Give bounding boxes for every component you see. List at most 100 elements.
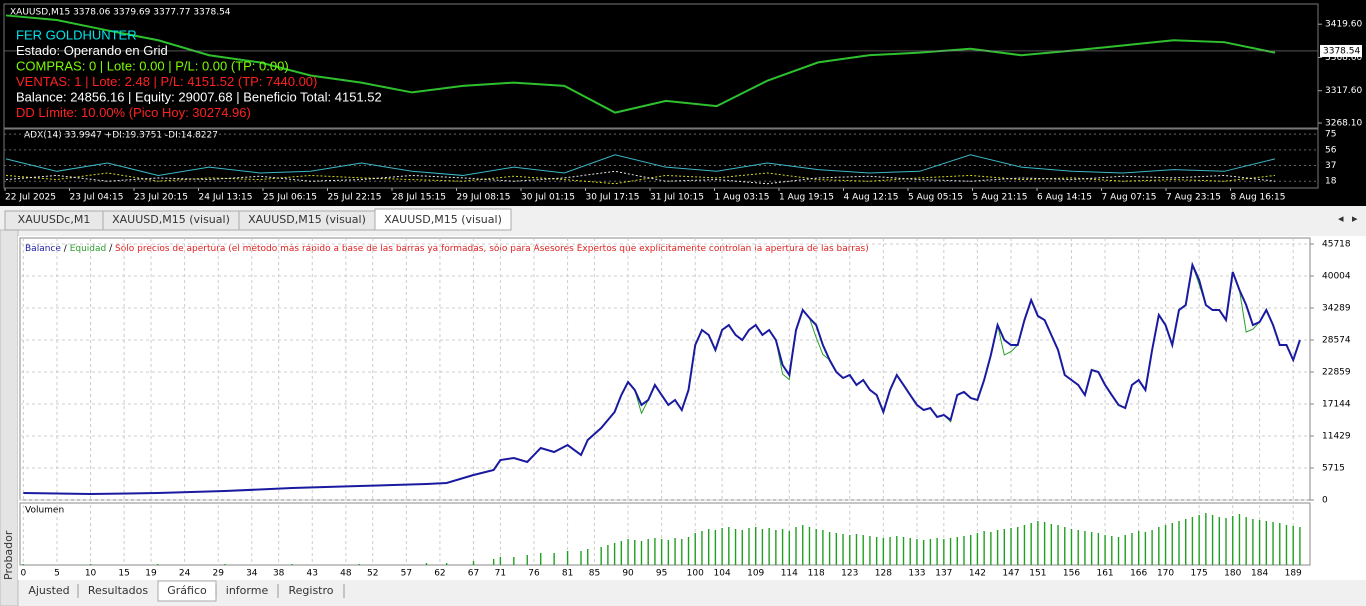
y-tick-label: 11429 [1322,432,1351,442]
y-tick-label: 34289 [1322,303,1351,313]
balance-line [23,261,1301,496]
volume-bar [640,541,643,565]
legend-separator: / [109,244,113,254]
x-tick-label: 5 [54,569,60,579]
adx-line [5,172,1276,185]
tab-scroll-left[interactable]: ◂ [1338,212,1344,225]
volume-bar [741,530,743,565]
price-tick-label: 3419.60 [1325,20,1362,30]
y-tick-label: 17144 [1322,400,1351,410]
chart-tab[interactable] [374,208,512,231]
volume-bar [89,564,92,565]
legend-balance: Balance [25,244,61,254]
x-tick-label: 52 [367,569,378,579]
volume-bar [768,528,770,565]
volume-bar [694,533,696,565]
volume-bar [869,536,871,565]
volume-bar [1117,537,1120,565]
price-tick-label: 3368.60 [1325,53,1362,63]
volume-bar [1232,516,1234,565]
volume-bar [1037,521,1039,565]
volume-bar [902,537,905,565]
tester-chart-background [18,236,1366,580]
y-tick-label: 0 [1322,496,1328,506]
volume-bar [775,530,777,565]
volume-bar [1211,515,1214,565]
y-tick-label: 28574 [1322,336,1351,346]
volume-bar [1191,517,1194,565]
volume-bar [1299,527,1301,565]
volume-bar [849,535,851,565]
x-tick-label: 71 [495,569,506,579]
x-tick-label: 151 [1029,569,1046,579]
time-label: 8 Aug 16:15 [1231,193,1286,203]
volume-bar [728,527,730,565]
volume-bar [815,529,817,565]
overlay-text: DD Límite: 10.00% (Pico Hoy: 30274.96) [16,105,251,120]
volume-bar [916,539,918,565]
volume-bar [445,563,448,565]
x-tick-label: 142 [969,569,986,579]
volume-bar [956,537,958,565]
volume-bar [667,540,670,565]
volume-bar [1070,529,1073,565]
tab-scroll-right[interactable]: ▸ [1352,212,1358,225]
bottom-tab-label[interactable]: Registro [288,584,333,597]
time-label: 5 Aug 21:15 [973,193,1028,203]
bottom-tab-label[interactable]: Resultados [88,584,148,597]
time-label: 28 Jul 15:15 [392,193,446,203]
adx-tick-label: 56 [1325,145,1337,155]
x-tick-label: 62 [434,569,445,579]
legend-equity: Equidad [70,244,107,254]
chart-tab-label[interactable]: XAUUSDc,M1 [18,213,91,226]
volume-bar [1198,515,1200,565]
time-label: 25 Jul 06:15 [263,193,317,203]
volume-bar [1185,519,1187,565]
x-tick-label: 156 [1063,569,1080,579]
volume-bar [1164,525,1167,565]
current-price-label: 3378.54 [1323,46,1360,56]
time-label: 7 Aug 23:15 [1166,193,1221,203]
chart-tab-label[interactable]: XAUUSD,M15 (visual) [248,213,366,226]
volume-bar [1265,521,1268,565]
volume-bar [526,555,528,565]
x-tick-label: 24 [179,569,191,579]
volume-frame [19,502,1311,566]
volume-bar [875,537,878,565]
volume-bar [788,531,790,565]
volume-bar [224,564,226,565]
y-tick-label: 5715 [1322,463,1345,473]
price-tick-label: 3268.10 [1325,119,1362,129]
volume-bar [929,539,932,565]
volume-bar [1158,527,1160,565]
volume-bar [553,553,555,565]
volume-bar [1104,535,1106,565]
volume-bar [1171,523,1173,565]
time-label: 4 Aug 12:15 [844,193,899,203]
bottom-tab-label[interactable]: Ajusted [28,584,69,597]
volume-bar [620,541,623,565]
x-tick-label: 128 [875,569,892,579]
adx-tick-label: 75 [1325,130,1336,140]
x-tick-label: 170 [1157,569,1174,579]
x-tick-label: 67 [468,569,479,579]
bottom-tab-label[interactable]: Gráfico [167,584,207,597]
time-label: 6 Aug 14:15 [1037,193,1092,203]
volume-bar [714,530,717,565]
volume-bar [1252,519,1254,565]
bottom-tab-label[interactable]: informe [226,584,269,597]
x-tick-label: 38 [273,569,285,579]
x-tick-label: 133 [908,569,925,579]
volume-bar [990,532,992,565]
chart-tab-label[interactable]: XAUUSD,M15 (visual) [112,213,230,226]
volume-bar [358,564,360,565]
adx-label: ADX(14) 33.9947 +DI:19.3751 -DI:14.8227 [24,131,218,141]
overlay-text: VENTAS: 1 | Lote: 2.48 | P/L: 4151.52 (T… [16,74,317,89]
time-label: 1 Aug 03:15 [715,193,770,203]
price-frame [3,3,1319,129]
volume-bar [996,530,999,565]
volume-bar [1205,513,1207,565]
chart-tab-label[interactable]: XAUUSD,M15 (visual) [384,213,502,226]
volume-bar [1245,517,1247,565]
